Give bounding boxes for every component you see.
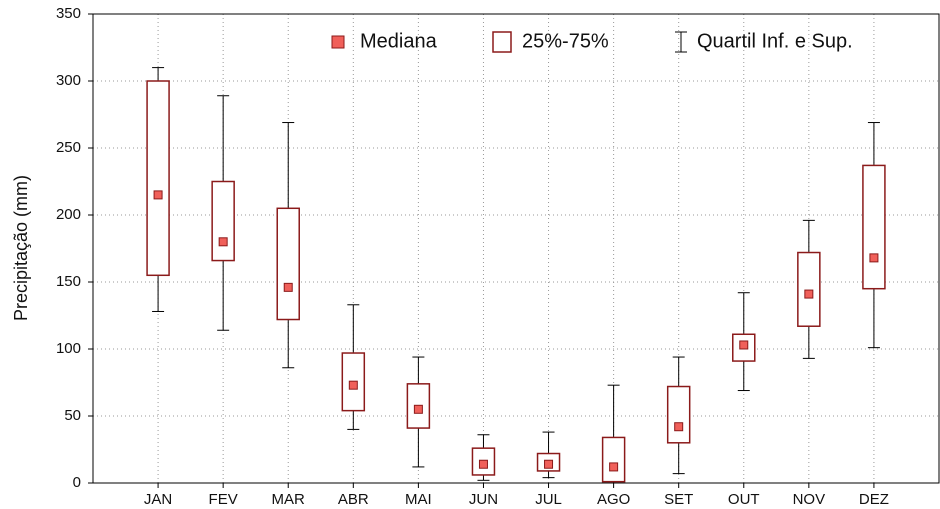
median — [544, 459, 554, 469]
box — [146, 80, 170, 277]
legend-whisker-icon — [675, 31, 687, 53]
x-tick-label: JUL — [535, 491, 562, 508]
plot-frame — [92, 13, 940, 484]
median — [283, 282, 293, 292]
x-tick-label: SET — [664, 491, 693, 508]
legend-label: 25%-75% — [522, 30, 609, 52]
median — [804, 289, 814, 299]
x-tick-label: MAR — [272, 491, 306, 508]
legend-label: Quartil Inf. e Sup. — [697, 30, 853, 52]
y-tick-label: 0 — [73, 474, 81, 491]
box — [601, 436, 626, 483]
box — [797, 251, 821, 327]
box — [211, 180, 235, 262]
median — [413, 404, 423, 414]
median — [348, 380, 358, 390]
y-tick-label: 150 — [56, 273, 81, 290]
median — [739, 340, 749, 350]
y-tick-label: 250 — [56, 139, 81, 156]
x-tick-label: ABR — [338, 491, 369, 508]
x-tick-label: MAI — [405, 491, 432, 508]
median — [674, 422, 684, 432]
box — [276, 207, 300, 321]
x-tick-label: JUN — [469, 491, 498, 508]
y-tick-label: 350 — [56, 5, 81, 22]
x-tick-label: NOV — [793, 491, 826, 508]
box — [666, 385, 691, 444]
y-axis-label: Precipitação (mm) — [11, 175, 31, 321]
y-tick-label: 100 — [56, 340, 81, 357]
legend-box-icon — [492, 31, 512, 53]
x-tick-label: FEV — [209, 491, 238, 508]
median — [153, 190, 163, 200]
x-tick-label: JAN — [144, 491, 172, 508]
x-tick-label: AGO — [597, 491, 630, 508]
median — [478, 459, 488, 469]
median — [218, 237, 228, 247]
y-tick-label: 300 — [56, 72, 81, 89]
legend-median-icon — [331, 35, 345, 49]
x-tick-label: DEZ — [859, 491, 889, 508]
median — [609, 462, 619, 472]
x-tick-label: OUT — [728, 491, 760, 508]
y-tick-label: 50 — [64, 407, 81, 424]
box — [862, 164, 886, 290]
y-tick-label: 200 — [56, 206, 81, 223]
legend-label: Mediana — [360, 30, 438, 52]
median — [869, 253, 879, 263]
